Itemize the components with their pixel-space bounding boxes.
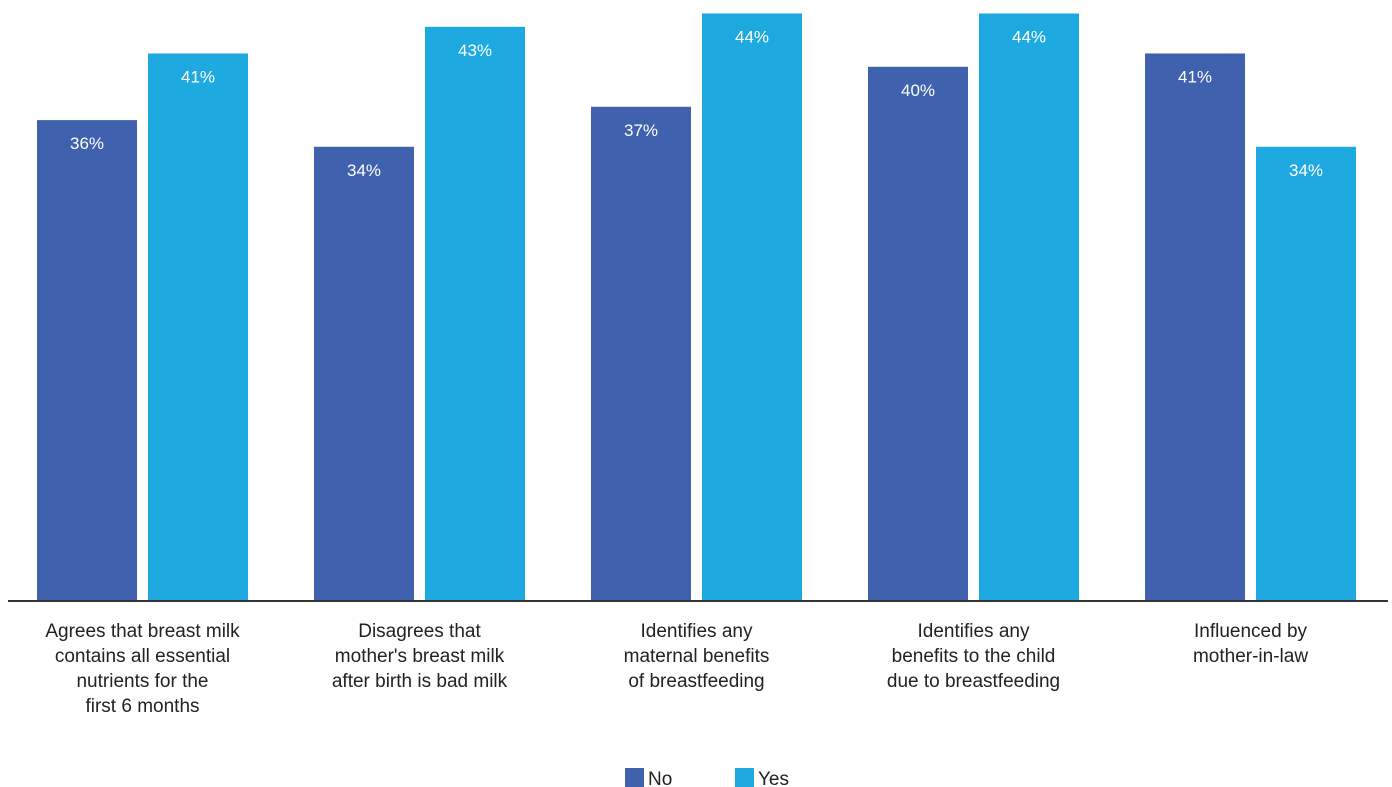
category-label-line: maternal benefits [624,646,770,667]
category-label: Influenced by mother-in-law [1193,621,1308,667]
legend-swatch-yes [735,768,754,787]
bar-value-label: 43% [458,41,492,60]
bar-value-label: 37% [624,121,658,140]
category-label: Disagrees that mother's breast milk after … [332,621,508,692]
legend-swatch-no [625,768,644,787]
bar-yes-2 [425,26,525,601]
category-labels-group: Agrees that breast milk contains all esse… [45,621,1308,717]
category-label-line: Identifies any [918,621,1030,642]
bar-no-5 [1145,53,1245,601]
bar-value-label: 40% [901,81,935,100]
category-label-line: Identifies any [641,621,753,642]
bar-yes-1 [148,53,248,601]
bar-no-1 [37,120,137,601]
bar-labels-group: 36% 41% 34% 43% 37% 44% 40% 44% 41% 34% [70,27,1323,179]
bar-yes-3 [702,13,802,601]
bar-no-3 [591,106,691,600]
bars-group [37,13,1356,601]
bar-yes-5 [1256,146,1356,600]
legend-label-yes: Yes [758,769,789,787]
bar-value-label: 41% [181,67,215,86]
bar-no-4 [868,66,968,601]
bar-value-label: 36% [70,134,104,153]
category-label-line: Disagrees that [358,621,481,642]
bar-no-2 [314,146,414,600]
category-label: Identifies any maternal benefits of breast… [624,621,770,692]
category-label-line: contains all essential [55,646,230,667]
bar-value-label: 44% [1012,27,1046,46]
bar-yes-4 [979,13,1079,601]
bar-value-label: 41% [1178,67,1212,86]
category-label-line: mother's breast milk [335,646,505,667]
category-label-line: after birth is bad milk [332,671,508,692]
category-label: Identifies any benefits to the child due t… [887,621,1060,692]
category-label-line: nutrients for the [76,671,208,692]
category-label-line: mother-in-law [1193,646,1308,667]
category-label: Agrees that breast milk contains all esse… [45,621,240,717]
category-label-line: benefits to the child [892,646,1056,667]
category-label-line: Influenced by [1194,621,1308,642]
category-label-line: Agrees that breast milk [45,621,240,642]
bar-value-label: 44% [735,27,769,46]
category-label-line: first 6 months [85,696,199,717]
category-label-line: due to breastfeeding [887,671,1060,692]
bar-value-label: 34% [1289,161,1323,180]
category-label-line: of breastfeeding [628,671,764,692]
bar-value-label: 34% [347,161,381,180]
legend: No Yes [625,768,789,787]
legend-label-no: No [648,769,672,787]
